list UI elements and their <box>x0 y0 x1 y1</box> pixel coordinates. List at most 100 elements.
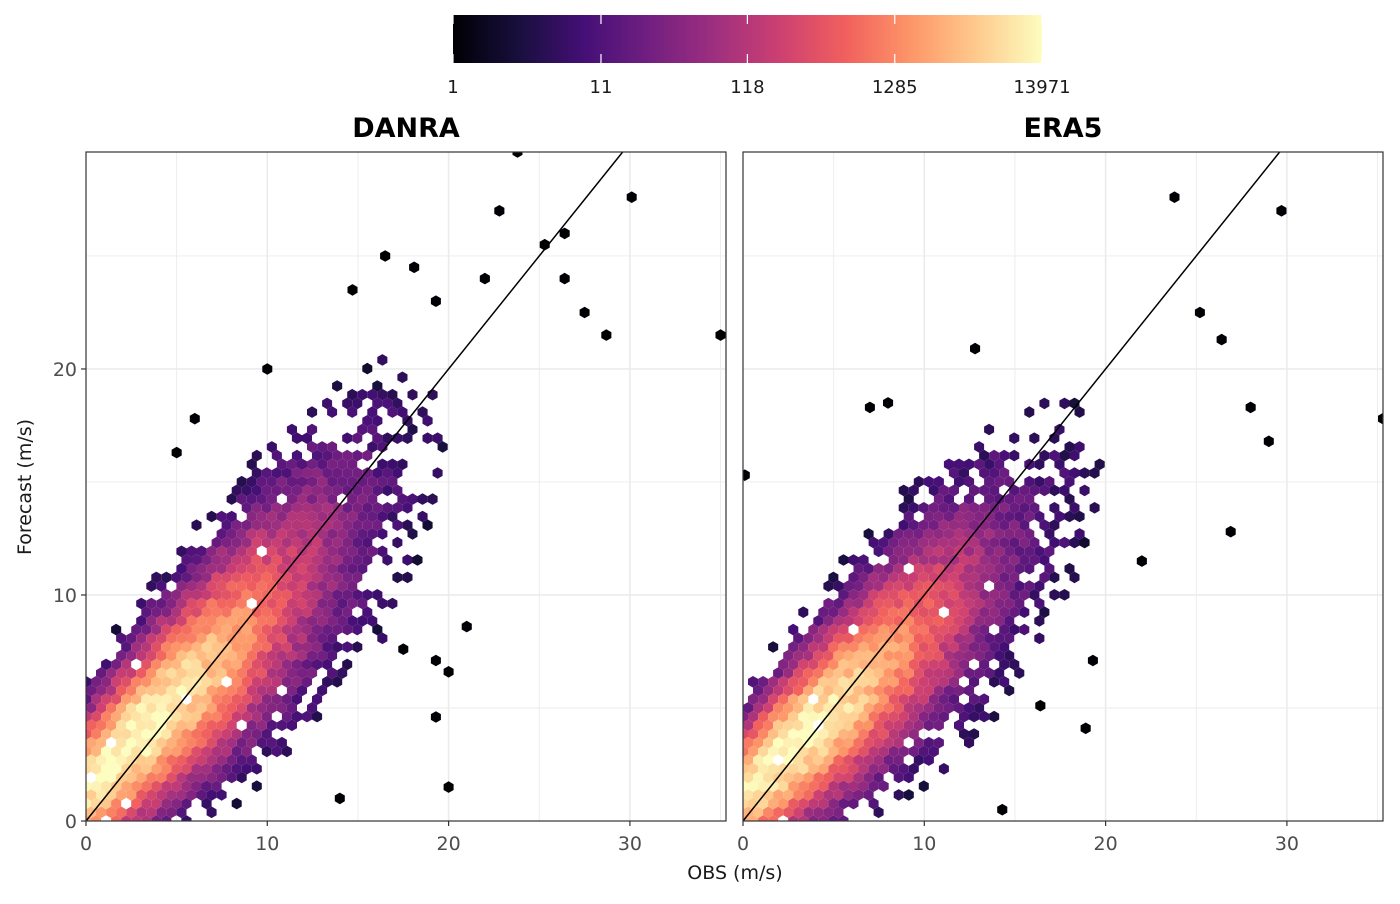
hexbin-cell <box>838 606 849 618</box>
hexbin-cell <box>191 571 202 584</box>
hexbin-cell <box>989 641 1000 653</box>
hexbin-cell <box>888 676 899 688</box>
hexbin-cell <box>261 658 272 671</box>
hexbin-cell <box>196 789 207 801</box>
hexbin-cell <box>913 684 924 697</box>
hexbin-cell <box>221 589 232 601</box>
hexbin-cell <box>788 728 799 740</box>
hexbin-cell <box>317 528 328 540</box>
hexbin-cell <box>206 702 217 714</box>
hexbin-cell <box>156 736 167 749</box>
hexbin-cell <box>91 676 102 688</box>
hexbin-cell <box>808 658 819 671</box>
hexbin-cell <box>843 597 854 610</box>
hexbin-cell <box>96 684 107 697</box>
hexbin-cell <box>838 641 849 653</box>
hexbin-cell <box>317 615 328 627</box>
hexbin-outlier <box>443 666 454 678</box>
hexbin-outlier <box>512 152 523 158</box>
hexbin-cell <box>382 397 393 410</box>
hexbin-cell <box>211 780 222 792</box>
hexbin-cell <box>1049 589 1060 601</box>
hexbin-cell <box>106 719 117 732</box>
hexbin-cell <box>838 763 849 775</box>
hexbin-cell <box>748 763 759 775</box>
hexbin-cell <box>848 728 859 740</box>
hexbin-cell <box>151 763 162 775</box>
hexbin-cell <box>291 641 302 653</box>
hexbin-cell <box>317 545 328 558</box>
hexbin-cell <box>216 562 227 575</box>
hexbin-cell <box>302 554 312 566</box>
hexbin-cell <box>191 554 202 566</box>
hexbin-cell <box>271 589 282 601</box>
hexbin-cell <box>938 519 949 531</box>
hexbin-cell <box>276 597 287 610</box>
hexbin-cell <box>156 684 167 697</box>
hexbin-cell <box>964 702 975 714</box>
hexbin-cell <box>86 702 96 714</box>
hexbin-cell <box>91 728 102 740</box>
hexbin-cell <box>372 502 383 514</box>
hexbin-cell <box>332 519 343 531</box>
hexbin-cell <box>196 562 207 575</box>
hexbin-cell <box>151 676 162 688</box>
hexbin-cell <box>843 632 854 645</box>
hexbin-cell <box>221 658 232 671</box>
hexbin-cell <box>863 702 874 714</box>
hexbin-cell <box>302 519 312 531</box>
hexbin-cell <box>974 632 985 645</box>
hexbin-cell <box>211 554 222 566</box>
hexbin-cell <box>974 510 985 523</box>
hexbin-cell <box>853 580 864 592</box>
hexbin-cell <box>256 649 267 662</box>
hexbin-cell <box>196 702 207 714</box>
hexbin-cell <box>878 745 889 758</box>
hexbin-cell <box>793 771 804 784</box>
hexbin-cell <box>126 736 137 749</box>
hexbin-cell <box>793 702 804 714</box>
hexbin-cell <box>276 545 287 558</box>
hexbin-cell <box>1074 510 1085 523</box>
hexbin-cell <box>126 789 137 801</box>
hexbin-cell <box>943 510 954 523</box>
hexbin-cell <box>1034 475 1045 488</box>
hexbin-cell <box>86 797 91 810</box>
hexbin-cell <box>803 806 814 819</box>
hexbin-cell <box>918 745 929 758</box>
hexbin-cell <box>1054 510 1065 523</box>
hexbin-cell <box>743 736 753 749</box>
hexbin-cell <box>868 728 879 740</box>
hexbin-cell <box>843 649 854 662</box>
hexbin-cell <box>928 641 939 653</box>
hexbin-cell <box>989 484 1000 497</box>
hexbin-cell <box>893 789 904 801</box>
hexbin-cell <box>256 667 267 679</box>
hexbin-cell <box>171 658 182 671</box>
hexbin-cell <box>236 597 247 610</box>
hexbin-cell <box>873 702 884 714</box>
hexbin-cell <box>317 441 328 453</box>
hexbin-cell <box>241 676 252 688</box>
hexbin-cell <box>798 693 809 705</box>
hexbin-cell <box>1004 597 1015 610</box>
hexbin-cell <box>286 597 297 610</box>
hexbin-cell <box>206 632 217 645</box>
hexbin-cell <box>888 536 899 549</box>
hexbin-cell <box>101 676 112 688</box>
hexbin-cell <box>96 806 107 819</box>
hexbin-cell <box>221 554 232 566</box>
hexbin-cell <box>1004 475 1015 488</box>
hexbin-cell <box>748 780 759 792</box>
hexbin-cell <box>246 510 257 523</box>
hexbin-cell <box>943 649 954 662</box>
hexbin-cell <box>291 710 302 723</box>
hexbin-cell <box>984 545 995 558</box>
hexbin-cell <box>858 571 869 584</box>
hexbin-cell <box>171 676 182 688</box>
hexbin-cell <box>1029 589 1040 601</box>
hexbin-cell <box>136 667 147 679</box>
hexbin-cell <box>1034 580 1045 592</box>
hexbin-cell <box>1074 441 1085 453</box>
hexbin-cell <box>111 815 122 821</box>
